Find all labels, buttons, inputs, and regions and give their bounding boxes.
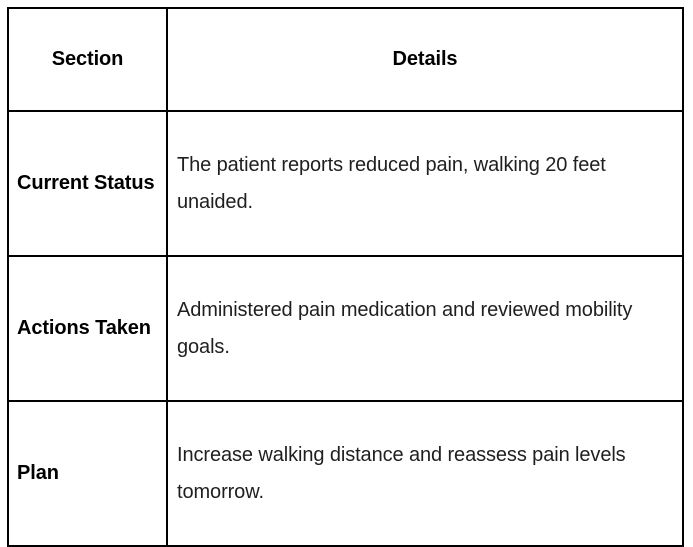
table-body: Current Status The patient reports reduc… [7,110,684,547]
table-row: Current Status The patient reports reduc… [7,110,684,257]
report-table: Section Details Current Status The patie… [7,7,684,547]
details-cell: Administered pain medication and reviewe… [166,255,684,402]
details-cell: The patient reports reduced pain, walkin… [166,110,684,257]
table-row: Plan Increase walking distance and reass… [7,400,684,547]
table-row: Actions Taken Administered pain medicati… [7,255,684,402]
details-cell: Increase walking distance and reassess p… [166,400,684,547]
section-cell: Current Status [7,110,168,257]
column-header-section: Section [7,7,168,112]
section-cell: Actions Taken [7,255,168,402]
section-cell: Plan [7,400,168,547]
header-row: Section Details [7,7,684,112]
column-header-details: Details [166,7,684,112]
